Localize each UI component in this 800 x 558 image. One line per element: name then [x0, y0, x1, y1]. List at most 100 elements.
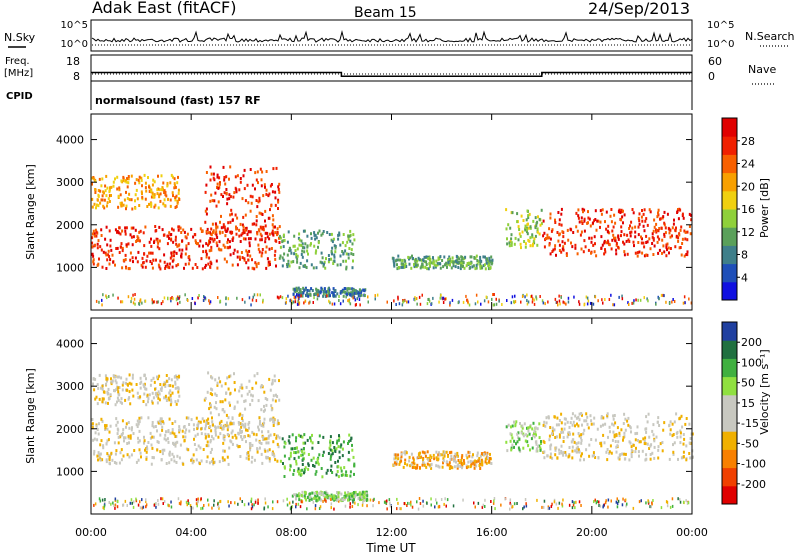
data-cell [297, 467, 300, 471]
data-cell [643, 442, 646, 445]
noise-cell [430, 497, 432, 501]
noise-cell [114, 497, 117, 501]
data-cell [151, 193, 154, 197]
noise-cell [562, 498, 564, 502]
data-cell [561, 230, 564, 234]
noise-cell [312, 301, 314, 304]
data-cell [261, 251, 264, 255]
data-cell [264, 209, 267, 213]
data-cell [641, 209, 643, 212]
data-cell [531, 235, 534, 239]
data-cell [169, 204, 172, 208]
noise-cell [328, 299, 330, 303]
data-cell [526, 209, 529, 213]
data-cell [299, 261, 302, 265]
noise-cell [316, 499, 318, 503]
data-cell [209, 237, 212, 241]
data-cell [629, 234, 632, 238]
data-cell [222, 225, 225, 229]
data-cell [158, 193, 161, 197]
noise-cell [526, 293, 528, 297]
data-cell [114, 375, 117, 379]
data-cell [172, 441, 174, 445]
data-cell [171, 259, 174, 263]
data-cell [576, 450, 579, 454]
data-cell [146, 205, 149, 208]
data-cell [117, 390, 120, 394]
noise-cell [184, 293, 186, 297]
noise-cell [451, 298, 454, 302]
data-cell [209, 451, 212, 454]
noise-cell [213, 499, 215, 503]
data-cell [125, 190, 127, 194]
data-cell [581, 423, 583, 427]
data-cell [216, 182, 219, 186]
data-cell [237, 431, 240, 435]
data-cell [264, 397, 267, 400]
data-cell [141, 184, 143, 188]
data-cell [207, 243, 209, 247]
data-cell [610, 220, 613, 224]
data-cell [219, 432, 222, 436]
data-cell [146, 445, 148, 449]
data-cell [524, 242, 527, 246]
data-cell [403, 451, 406, 455]
data-cell [251, 455, 254, 459]
noise-cell [103, 504, 106, 508]
data-cell [276, 227, 279, 231]
noise-cell [236, 296, 238, 300]
noise-cell [632, 301, 635, 305]
noise-cell [145, 505, 147, 509]
data-cell [556, 416, 559, 420]
data-cell [122, 436, 125, 440]
data-cell [177, 228, 180, 232]
data-cell [278, 241, 281, 244]
y-tick-label: 1000 [56, 261, 84, 274]
noise-cell [435, 498, 437, 502]
data-cell [430, 456, 433, 459]
noise-cell [533, 302, 536, 306]
colorbar-segment [722, 467, 737, 487]
data-cell [336, 263, 339, 267]
data-cell [151, 191, 154, 195]
noise-cell [106, 296, 108, 300]
data-cell [227, 387, 230, 391]
data-cell [274, 231, 277, 235]
data-cell [97, 189, 100, 192]
data-cell [620, 225, 623, 229]
data-cell [307, 463, 310, 467]
data-cell [266, 398, 269, 402]
data-cell [615, 252, 618, 256]
data-cell [273, 433, 276, 437]
data-cell [93, 177, 96, 181]
data-cell [288, 264, 291, 268]
noise-cell [385, 501, 387, 505]
data-cell [174, 441, 177, 445]
data-cell [268, 237, 271, 241]
noise-cell [144, 299, 147, 303]
data-cell [656, 215, 659, 219]
data-cell [306, 496, 309, 499]
data-cell [526, 434, 529, 438]
data-cell [509, 439, 512, 443]
data-cell [419, 456, 422, 459]
data-cell [157, 440, 160, 444]
data-cell [661, 251, 663, 255]
data-cell [529, 244, 532, 248]
data-cell [100, 184, 103, 188]
data-cell [218, 240, 221, 244]
data-cell [669, 228, 672, 232]
data-cell [310, 497, 313, 501]
data-cell [287, 230, 290, 234]
data-cell [162, 181, 165, 185]
data-cell [293, 469, 296, 473]
noise-cell [462, 498, 464, 502]
data-cell [424, 265, 427, 269]
data-cell [623, 431, 626, 435]
data-cell [471, 265, 474, 269]
data-cell [219, 182, 221, 186]
colorbar-frame [721, 321, 738, 505]
data-cell [126, 177, 128, 181]
data-cell [672, 222, 675, 226]
data-cell [644, 219, 647, 223]
